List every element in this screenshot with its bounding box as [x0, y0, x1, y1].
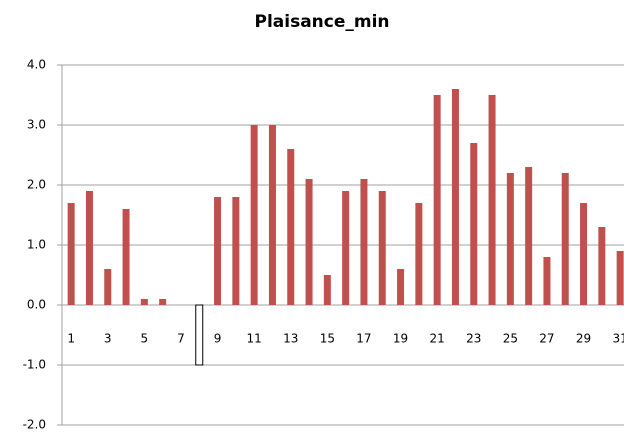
y-tick-label: 4.0 — [27, 58, 46, 72]
bar — [525, 167, 533, 305]
y-tick-label: -2.0 — [23, 418, 46, 432]
bar — [305, 179, 313, 305]
bar — [342, 191, 350, 305]
x-tick-label: 11 — [247, 332, 262, 346]
y-tick-label: 3.0 — [27, 118, 46, 132]
x-tick-label: 19 — [393, 332, 408, 346]
x-tick-label: 1 — [67, 332, 75, 346]
bar — [598, 227, 606, 305]
bar — [104, 269, 112, 305]
bar — [470, 143, 478, 305]
bar — [561, 173, 569, 305]
bar — [415, 203, 423, 305]
bar — [397, 269, 405, 305]
bar — [488, 95, 496, 305]
x-tick-label: 3 — [104, 332, 112, 346]
bar — [378, 191, 386, 305]
bar — [214, 197, 222, 305]
bar — [287, 149, 295, 305]
x-tick-label: 7 — [177, 332, 185, 346]
bar — [506, 173, 514, 305]
x-tick-label: 5 — [141, 332, 149, 346]
x-tick-label: 25 — [503, 332, 518, 346]
x-tick-label: 21 — [430, 332, 445, 346]
bar — [250, 125, 258, 305]
bar — [580, 203, 588, 305]
bar — [433, 95, 441, 305]
bar — [140, 299, 148, 305]
x-tick-label: 9 — [214, 332, 222, 346]
x-tick-label: 15 — [320, 332, 335, 346]
bar — [323, 275, 331, 305]
bar — [616, 251, 624, 305]
bar — [159, 299, 167, 305]
bar — [232, 197, 240, 305]
bar — [67, 203, 75, 305]
x-tick-label: 13 — [283, 332, 298, 346]
bar — [451, 89, 459, 305]
x-tick-label: 17 — [356, 332, 371, 346]
chart-title: Plaisance_min — [254, 12, 389, 32]
x-tick-label: 23 — [466, 332, 481, 346]
y-tick-label: 1.0 — [27, 238, 46, 252]
bar — [195, 304, 204, 366]
x-tick-label: 27 — [539, 332, 554, 346]
bar — [122, 209, 130, 305]
x-tick-label: 31 — [613, 332, 624, 346]
y-tick-label: 0.0 — [27, 298, 46, 312]
y-tick-label: 2.0 — [27, 178, 46, 192]
y-tick-label: -1.0 — [23, 358, 46, 372]
bar — [543, 257, 551, 305]
bar — [268, 125, 276, 305]
bar — [360, 179, 368, 305]
bar — [85, 191, 93, 305]
x-tick-label: 29 — [576, 332, 591, 346]
